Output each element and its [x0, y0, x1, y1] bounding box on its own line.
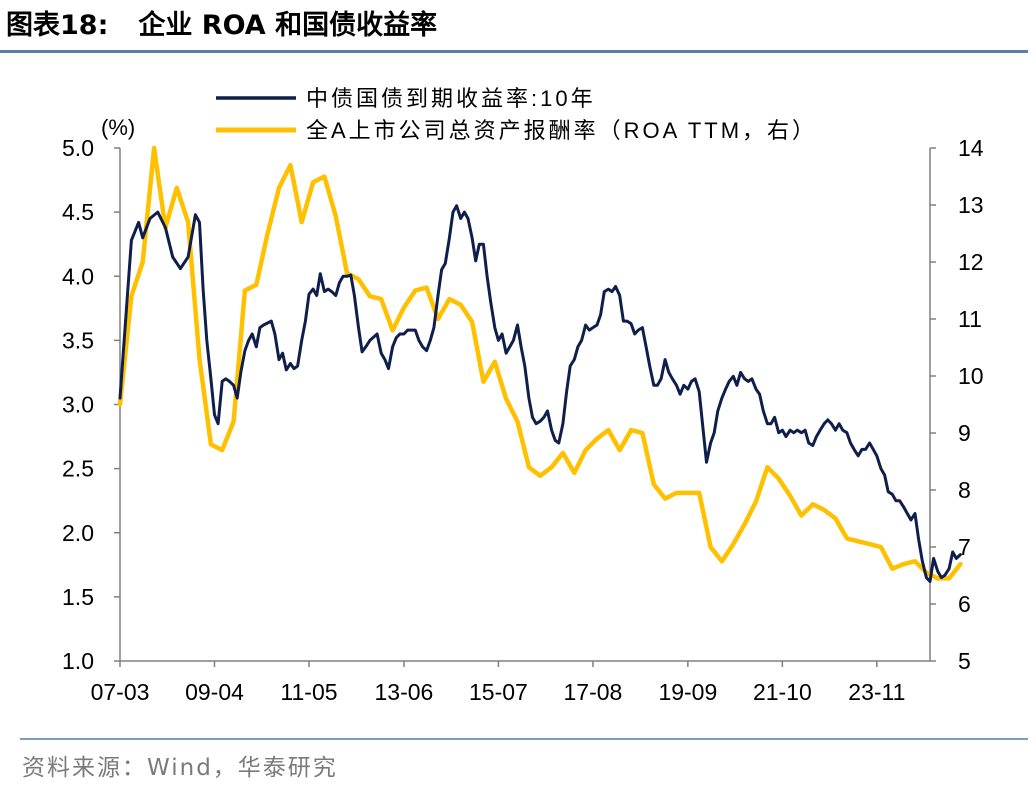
x-axis: 07-03 09-04 11-05 13-06 15-07 17-08 19-09 21-10…: [91, 660, 930, 705]
x-tick-label: 13-06: [375, 679, 434, 705]
figure-number: 图表18:: [6, 10, 109, 41]
right-tick-label: 10: [958, 363, 984, 389]
x-tick-label: 21-10: [753, 679, 812, 705]
title-rule: [0, 50, 1028, 53]
right-tick-label: 8: [958, 477, 971, 503]
left-tick-label: 5.0: [62, 135, 94, 161]
left-tick-label: 2.0: [62, 520, 94, 546]
x-tick-label: 19-09: [658, 679, 717, 705]
right-tick-label: 9: [958, 420, 971, 446]
left-y-axis: 1.0 1.5 2.0 2.5 3.0 3.5 4.0 4.5 5.0: [62, 135, 121, 674]
x-tick-label: 09-04: [185, 679, 244, 705]
source-note: 资料来源：Wind，华泰研究: [22, 755, 338, 781]
left-tick-label: 1.5: [62, 584, 94, 610]
right-tick-label: 6: [958, 591, 971, 617]
x-tick-label: 15-07: [469, 679, 528, 705]
x-tick-label: 11-05: [280, 679, 337, 705]
legend-label-roa: 全A上市公司总资产报酬率（ROA TTM，右）: [306, 118, 817, 143]
left-tick-label: 4.5: [62, 199, 94, 225]
right-tick-label: 11: [958, 306, 982, 332]
series-line-bond-yield: [118, 204, 962, 583]
right-tick-label: 14: [958, 135, 984, 161]
left-tick-label: 3.5: [62, 327, 94, 353]
right-tick-label: 13: [958, 192, 984, 218]
source-rule: [20, 738, 1028, 740]
series-line-roa: [117, 145, 963, 581]
x-tick-label: 07-03: [91, 679, 150, 705]
x-tick-label: 23-11: [848, 679, 905, 705]
chart: 1.01.52.02.53.03.54.04.55.0 567891011121…: [62, 86, 984, 705]
right-tick-label: 5: [958, 648, 971, 674]
left-tick-label: 2.5: [62, 456, 94, 482]
left-tick-label: 3.0: [62, 392, 94, 418]
figure-title: 图表18: 企业 ROA 和国债收益率: [6, 4, 437, 48]
left-tick-label: 1.0: [62, 648, 94, 674]
x-tick-label: 17-08: [564, 679, 623, 705]
left-axis-unit-label: (%): [101, 115, 135, 140]
series-layer: [117, 145, 963, 583]
figure-title-text: 企业 ROA 和国债收益率: [138, 10, 438, 41]
legend-label-bond-yield: 中债国债到期收益率:10年: [306, 86, 596, 111]
left-tick-label: 4.0: [62, 263, 94, 289]
right-tick-label: 12: [958, 249, 984, 275]
legend: 中债国债到期收益率:10年 全A上市公司总资产报酬率（ROA TTM，右）: [216, 86, 817, 143]
